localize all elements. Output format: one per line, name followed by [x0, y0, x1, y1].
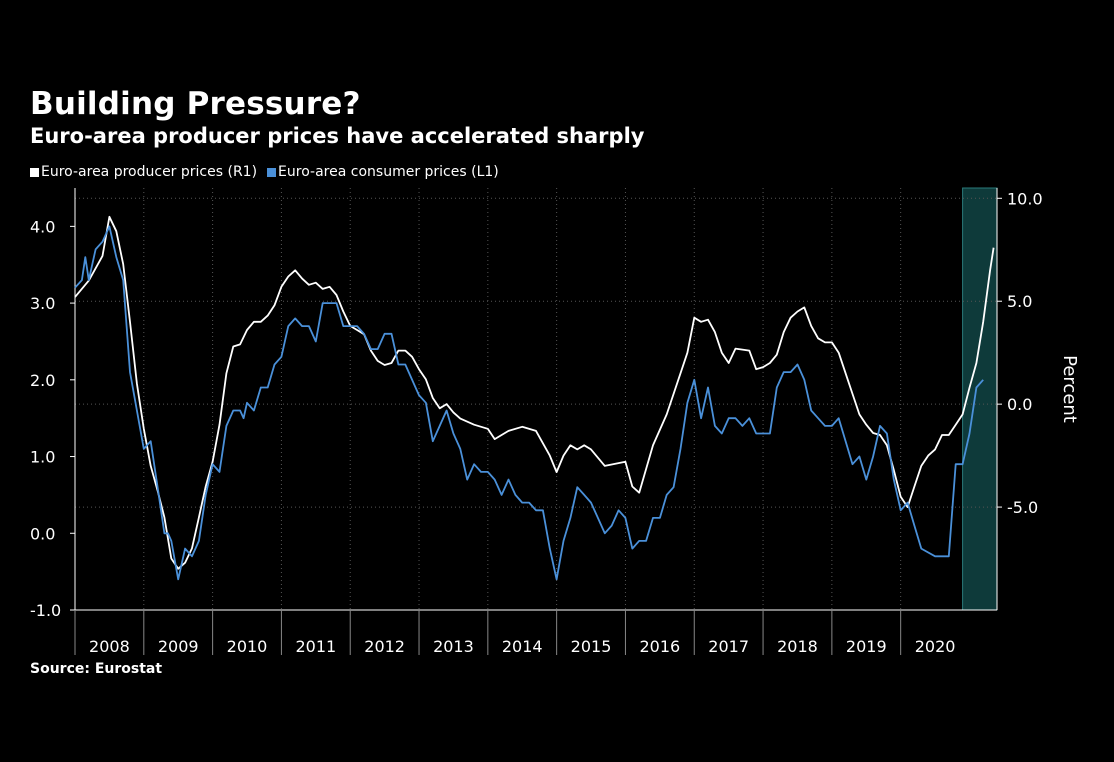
right-tick-label: -5.0	[1007, 498, 1038, 517]
right-tick-label: 10.0	[1007, 189, 1043, 208]
x-tick-label: 2016	[639, 637, 680, 656]
x-tick-label: 2019	[846, 637, 887, 656]
x-tick-label: 2011	[295, 637, 336, 656]
left-tick-label: 0.0	[30, 524, 55, 543]
legend-swatch-producer	[30, 167, 39, 177]
left-tick-label: -1.0	[30, 601, 61, 620]
left-tick-label: 3.0	[30, 294, 55, 313]
left-tick-label: 1.0	[30, 448, 55, 467]
x-tick-label: 2015	[571, 637, 612, 656]
legend-label-producer: Euro-area producer prices (R1)	[41, 164, 258, 180]
x-tick-label: 2013	[433, 637, 474, 656]
x-tick-label: 2018	[777, 637, 818, 656]
right-tick-label: 5.0	[1007, 292, 1032, 311]
chart-title: Building Pressure?	[30, 86, 361, 122]
x-tick-label: 2017	[708, 637, 749, 656]
consumer-prices-line	[74, 225, 984, 581]
chart-legend: Euro-area producer prices (R1) Euro-area…	[30, 164, 499, 180]
x-tick-label: 2012	[364, 637, 405, 656]
legend-label-consumer: Euro-area consumer prices (L1)	[278, 164, 499, 180]
x-tick-label: 2009	[158, 637, 199, 656]
legend-item-producer: Euro-area producer prices (R1)	[30, 164, 257, 180]
x-tick-label: 2008	[89, 637, 130, 656]
chart-subtitle: Euro-area producer prices have accelerat…	[30, 124, 645, 148]
highlight-region	[962, 187, 998, 611]
left-tick-label: 4.0	[30, 217, 55, 236]
legend-item-consumer: Euro-area consumer prices (L1)	[267, 164, 499, 180]
x-tick-label: 2020	[915, 637, 956, 656]
legend-swatch-consumer	[267, 167, 277, 177]
chart-source: Source: Eurostat	[30, 661, 163, 677]
left-tick-label: 2.0	[30, 371, 55, 390]
producer-prices-line	[74, 215, 995, 570]
right-tick-label: 0.0	[1007, 395, 1032, 414]
right-axis-label: Percent	[1059, 355, 1080, 423]
x-tick-label: 2014	[502, 637, 543, 656]
x-tick-label: 2010	[227, 637, 268, 656]
